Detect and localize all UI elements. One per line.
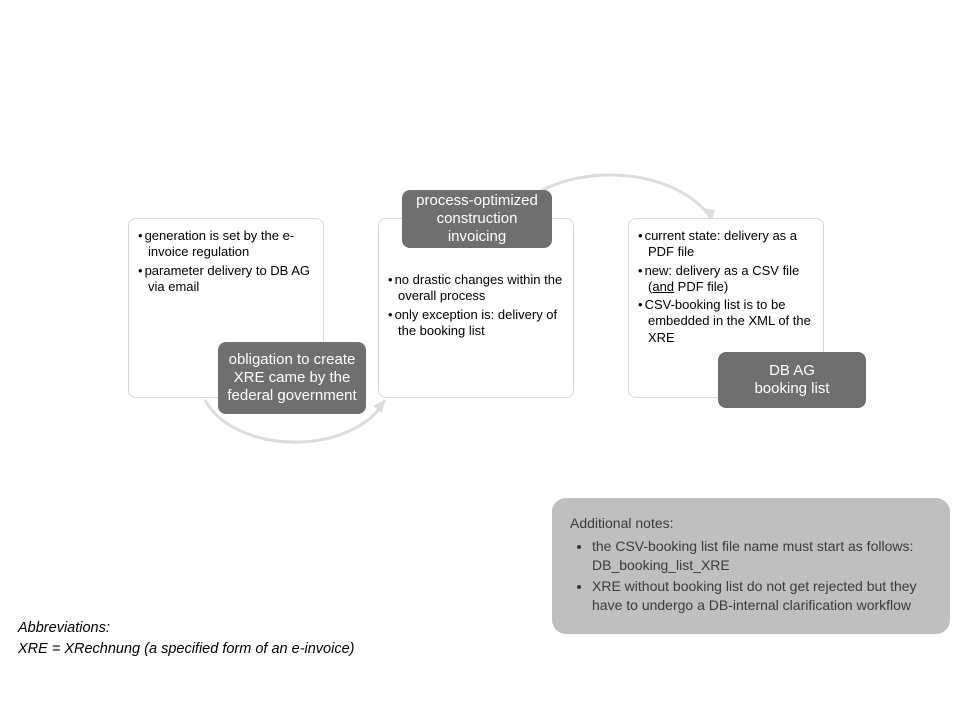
box2-bullets: no drastic changes within the overall pr… (388, 272, 564, 341)
box1-label-text: obligation to create XRE came by the fed… (226, 351, 358, 405)
box3-bullet-2: new: delivery as a CSV file (and PDF fil… (638, 263, 814, 296)
diagram-canvas: generation is set by the e-invoice regul… (0, 0, 968, 726)
box2-bullet-1: no drastic changes within the overall pr… (388, 272, 564, 305)
box1-bullet-2: parameter delivery to DB AG via email (138, 263, 314, 296)
box3-label: DB AG booking list (718, 352, 866, 408)
box3-bullet-3: CSV-booking list is to be embedded in th… (638, 297, 814, 346)
box1-bullet-1: generation is set by the e-invoice regul… (138, 228, 314, 261)
box2-label: process-optimized construction invoicing (402, 190, 552, 248)
box2-label-text: process-optimized construction invoicing (410, 192, 544, 246)
abbrev-header: Abbreviations: (18, 618, 355, 639)
abbrev-line: XRE = XRechnung (a specified form of an … (18, 639, 355, 660)
box3-bullet-1: current state: delivery as a PDF file (638, 228, 814, 261)
notes-item-2: XRE without booking list do not get reje… (592, 577, 932, 615)
box3-bullets: current state: delivery as a PDF filenew… (638, 228, 814, 348)
box3-label-text: DB AG booking list (754, 362, 829, 398)
notes-header: Additional notes: (570, 514, 932, 533)
box1-bullets: generation is set by the e-invoice regul… (138, 228, 314, 297)
box1-label: obligation to create XRE came by the fed… (218, 342, 366, 414)
box2-bullet-2: only exception is: delivery of the booki… (388, 307, 564, 340)
abbreviations: Abbreviations: XRE = XRechnung (a specif… (18, 618, 355, 660)
notes-item-1: the CSV-booking list file name must star… (592, 537, 932, 575)
additional-notes: Additional notes: the CSV-booking list f… (552, 498, 950, 634)
